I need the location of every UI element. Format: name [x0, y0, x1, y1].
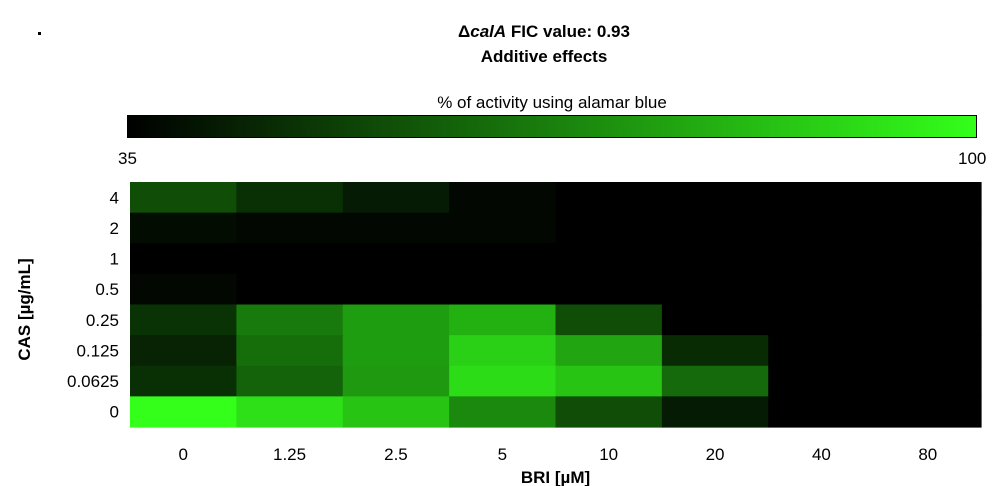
heatmap-cell: [661, 243, 769, 275]
y-axis-label: CAS [µg/mL]: [15, 258, 34, 360]
heatmap-cell: [449, 212, 557, 244]
y-tick-label: 4: [110, 188, 119, 207]
y-tick-label: 1: [110, 250, 119, 269]
y-tick-label: 0: [110, 403, 119, 422]
heatmap-cell: [874, 212, 982, 244]
colorbar-label: % of activity using alamar blue: [437, 93, 667, 112]
heatmap-cell: [130, 396, 237, 428]
heatmap-cell: [342, 365, 450, 397]
x-tick-label: 80: [918, 445, 937, 464]
chart-title-line2: Additive effects: [480, 47, 608, 66]
heatmap-cell: [236, 273, 344, 306]
heatmap-cell: [236, 365, 344, 397]
heatmap-cell: [555, 212, 663, 244]
heatmap-cell: [555, 365, 663, 397]
heatmap-cell: [130, 273, 237, 306]
x-tick-label: 2.5: [384, 445, 408, 464]
heatmap-cell: [130, 243, 237, 275]
colorbar-min-label: 35: [118, 149, 137, 168]
y-tick-label: 2: [110, 219, 119, 238]
heatmap-cell: [236, 304, 344, 336]
heatmap-cell: [236, 335, 344, 367]
heatmap-cell: [342, 273, 450, 306]
x-tick-label: 40: [812, 445, 831, 464]
heatmap-cell: [768, 243, 876, 275]
heatmap-cell: [130, 335, 237, 367]
heatmap-cell: [661, 365, 769, 397]
x-tick-label: 0: [178, 445, 187, 464]
heatmap-cell: [874, 335, 982, 367]
heatmap-cell: [449, 365, 557, 397]
heatmap-cell: [449, 396, 557, 428]
heatmap-cell: [768, 304, 876, 336]
colorbar-max-label: 100: [958, 149, 987, 168]
heatmap-cell: [342, 182, 450, 214]
heatmap-cell: [555, 243, 663, 275]
heatmap-cell: [342, 335, 450, 367]
heatmap-cell: [874, 365, 982, 397]
heatmap-cell: [449, 182, 557, 214]
heatmap-cell: [130, 182, 237, 214]
title-fic-text: FIC value: 0.93: [506, 22, 630, 41]
heatmap-cell: [342, 212, 450, 244]
heatmap-cell: [768, 212, 876, 244]
heatmap-cell: [874, 304, 982, 336]
heatmap-cell: [661, 273, 769, 306]
heatmap-cell: [130, 365, 237, 397]
heatmap-cell: [130, 304, 237, 336]
heatmap-cell: [449, 273, 557, 306]
x-tick-label: 20: [706, 445, 725, 464]
heatmap-cell: [874, 243, 982, 275]
x-axis-label: BRI [µM]: [521, 468, 590, 486]
heatmap-cell: [661, 335, 769, 367]
y-tick-label: 0.0625: [67, 372, 119, 391]
colorbar: [127, 115, 977, 138]
heatmap-cell: [874, 396, 982, 428]
y-tick-label: 0.25: [86, 311, 119, 330]
heatmap-cell: [236, 182, 344, 214]
heatmap-cell: [768, 396, 876, 428]
heatmap-cell: [130, 212, 237, 244]
heatmap-cell: [236, 212, 344, 244]
heatmap-cell: [342, 243, 450, 275]
x-tick-label: 10: [599, 445, 618, 464]
heatmap-cell: [874, 182, 982, 214]
heatmap-cell: [449, 304, 557, 336]
heatmap-cell: [236, 396, 344, 428]
heatmap-cell: [768, 335, 876, 367]
heatmap-cell: [342, 396, 450, 428]
heatmap-cell: [768, 365, 876, 397]
heatmap-cell: [555, 396, 663, 428]
heatmap-cell: [661, 304, 769, 336]
x-tick-label: 5: [498, 445, 507, 464]
heatmap-cell: [555, 304, 663, 336]
heatmap-cell: [342, 304, 450, 336]
heatmap-cell: [874, 273, 982, 306]
heatmap-cell: [555, 273, 663, 306]
heatmap-cell: [555, 182, 663, 214]
heatmap-cell: [661, 396, 769, 428]
heatmap-cell: [449, 335, 557, 367]
heatmap-cell: [555, 335, 663, 367]
heatmap-cell: [661, 182, 769, 214]
title-gene-name: calA: [470, 22, 507, 41]
heatmap-cell: [236, 243, 344, 275]
heatmap-cell: [449, 243, 557, 275]
heatmap-cell: [661, 212, 769, 244]
stray-dot: [38, 32, 41, 35]
title-delta: Δ: [458, 22, 471, 41]
x-tick-label: 1.25: [273, 445, 306, 464]
heatmap-cell: [768, 273, 876, 306]
y-tick-label: 0.5: [95, 280, 119, 299]
chart-title-line1: ΔcalA FIC value: 0.93: [0, 22, 994, 42]
heatmap-cell: [768, 182, 876, 214]
y-tick-label: 0.125: [76, 341, 119, 360]
